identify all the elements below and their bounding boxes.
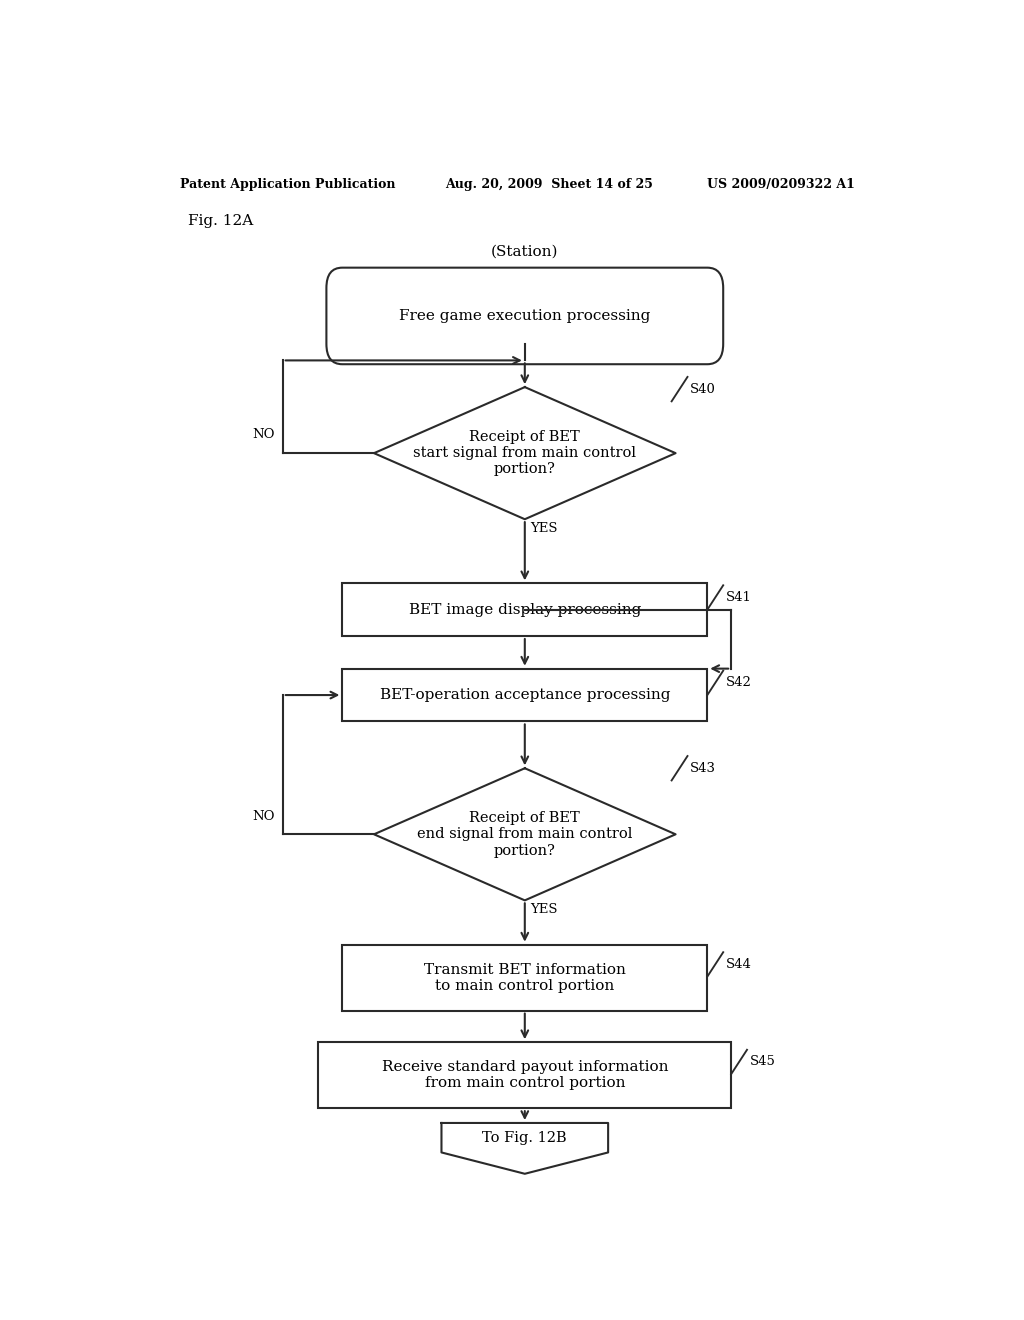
Bar	[342, 945, 708, 1011]
Text: (Station): (Station)	[492, 244, 558, 259]
Text: Receipt of BET
start signal from main control
portion?: Receipt of BET start signal from main co…	[414, 430, 636, 477]
Text: Patent Application Publication: Patent Application Publication	[179, 178, 395, 191]
Text: Receive standard payout information
from main control portion: Receive standard payout information from…	[382, 1060, 668, 1090]
FancyBboxPatch shape	[327, 268, 723, 364]
Bar	[318, 1043, 731, 1109]
Text: Receipt of BET
end signal from main control
portion?: Receipt of BET end signal from main cont…	[417, 810, 633, 858]
Polygon shape	[374, 768, 676, 900]
Text: NO: NO	[252, 809, 274, 822]
Bar	[342, 669, 708, 722]
Text: Fig. 12A: Fig. 12A	[187, 214, 253, 228]
Text: To Fig. 12B: To Fig. 12B	[482, 1131, 567, 1144]
Text: S43: S43	[690, 762, 716, 775]
Text: Free game execution processing: Free game execution processing	[399, 309, 650, 323]
Text: S44: S44	[726, 958, 752, 972]
Text: BET image display processing: BET image display processing	[409, 603, 641, 616]
Text: YES: YES	[530, 903, 558, 916]
Bar	[342, 583, 708, 636]
Polygon shape	[374, 387, 676, 519]
Text: S41: S41	[726, 591, 752, 605]
Text: S42: S42	[726, 676, 752, 689]
Text: BET-operation acceptance processing: BET-operation acceptance processing	[380, 688, 670, 702]
Text: Aug. 20, 2009  Sheet 14 of 25: Aug. 20, 2009 Sheet 14 of 25	[445, 178, 653, 191]
Text: S45: S45	[750, 1056, 775, 1068]
Text: US 2009/0209322 A1: US 2009/0209322 A1	[708, 178, 855, 191]
Text: NO: NO	[252, 429, 274, 441]
Text: YES: YES	[530, 523, 558, 536]
Text: S40: S40	[690, 383, 716, 396]
Text: Transmit BET information
to main control portion: Transmit BET information to main control…	[424, 962, 626, 993]
Polygon shape	[441, 1123, 608, 1173]
